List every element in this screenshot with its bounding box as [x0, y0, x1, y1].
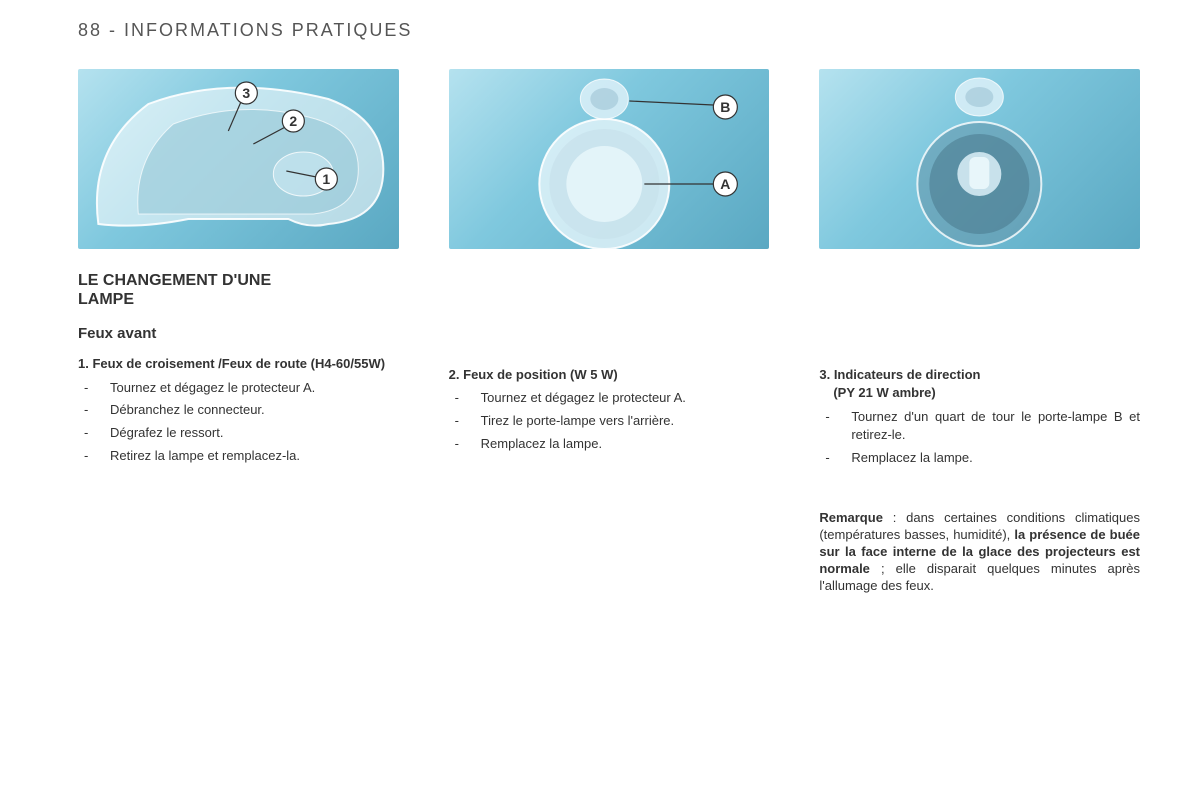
item-1-steps: -Tournez et dégagez le protecteur A. -Dé…	[78, 379, 399, 466]
figure-indicator	[819, 69, 1140, 249]
main-title-line2: LAMPE	[78, 291, 134, 308]
column-1: 1 2 3 LE CHANGEMENT D'UNE LAMPE Feux ava…	[78, 69, 399, 594]
callout-A: A	[720, 176, 730, 192]
manual-page: 88 - INFORMATIONS PRATIQUES 1 2	[0, 0, 1200, 614]
page-header: 88 - INFORMATIONS PRATIQUES	[78, 20, 1140, 41]
item-3-steps: -Tournez d'un quart de tour le porte-lam…	[819, 408, 1140, 469]
figure-protector: A B	[449, 69, 770, 249]
item-1-heading: 1. Feux de croisement /Feux de route (H4…	[78, 356, 399, 372]
column-2: A B 2. Feux de position (W 5 W) -Tournez…	[449, 69, 770, 594]
column-3: 3. Indicateurs de direction (PY 21 W amb…	[819, 69, 1140, 594]
item-2-text: Feux de position (W 5 W)	[463, 367, 618, 382]
callout-B: B	[720, 99, 730, 115]
item-3-heading-l2: (PY 21 W ambre)	[819, 385, 1140, 401]
item-1: 1. Feux de croisement /Feux de route (H4…	[78, 356, 399, 466]
list-item: -Remplacez la lampe.	[449, 435, 770, 454]
header-separator: -	[109, 20, 124, 40]
list-item: -Tournez et dégagez le protecteur A.	[78, 379, 399, 398]
callout-3: 3	[242, 85, 250, 101]
list-item: -Tirez le porte-lampe vers l'arrière.	[449, 412, 770, 431]
item-3-text-l1: Indicateurs de direction	[834, 367, 981, 382]
page-number: 88	[78, 20, 102, 40]
item-1-num: 1.	[78, 356, 89, 371]
list-item: -Débranchez le connecteur.	[78, 401, 399, 420]
list-item: -Retirez la lampe et remplacez-la.	[78, 447, 399, 466]
list-item: -Tournez et dégagez le protecteur A.	[449, 389, 770, 408]
remark-label: Remarque	[819, 510, 883, 525]
item-3: 3. Indicateurs de direction (PY 21 W amb…	[819, 367, 1140, 594]
callout-2: 2	[289, 113, 297, 129]
figure-headlight: 1 2 3	[78, 69, 399, 249]
content-columns: 1 2 3 LE CHANGEMENT D'UNE LAMPE Feux ava…	[78, 69, 1140, 594]
callout-1: 1	[322, 171, 330, 187]
item-2: 2. Feux de position (W 5 W) -Tournez et …	[449, 367, 770, 454]
item-2-heading: 2. Feux de position (W 5 W)	[449, 367, 770, 383]
subsection-title: Feux avant	[78, 325, 399, 342]
main-title-line1: LE CHANGEMENT D'UNE	[78, 272, 271, 289]
list-item: -Tournez d'un quart de tour le porte-lam…	[819, 408, 1140, 446]
item-2-steps: -Tournez et dégagez le protecteur A. -Ti…	[449, 389, 770, 454]
section-header: INFORMATIONS PRATIQUES	[124, 20, 412, 40]
list-item: -Dégrafez le ressort.	[78, 424, 399, 443]
main-title: LE CHANGEMENT D'UNE LAMPE	[78, 271, 399, 309]
list-item: -Remplacez la lampe.	[819, 449, 1140, 468]
item-1-text: Feux de croisement /Feux de route (H4-60…	[92, 356, 385, 371]
item-2-num: 2.	[449, 367, 460, 382]
remark-block: Remarque : dans certaines conditions cli…	[819, 510, 1140, 594]
item-3-num: 3.	[819, 367, 830, 382]
item-3-heading: 3. Indicateurs de direction	[819, 367, 1140, 383]
